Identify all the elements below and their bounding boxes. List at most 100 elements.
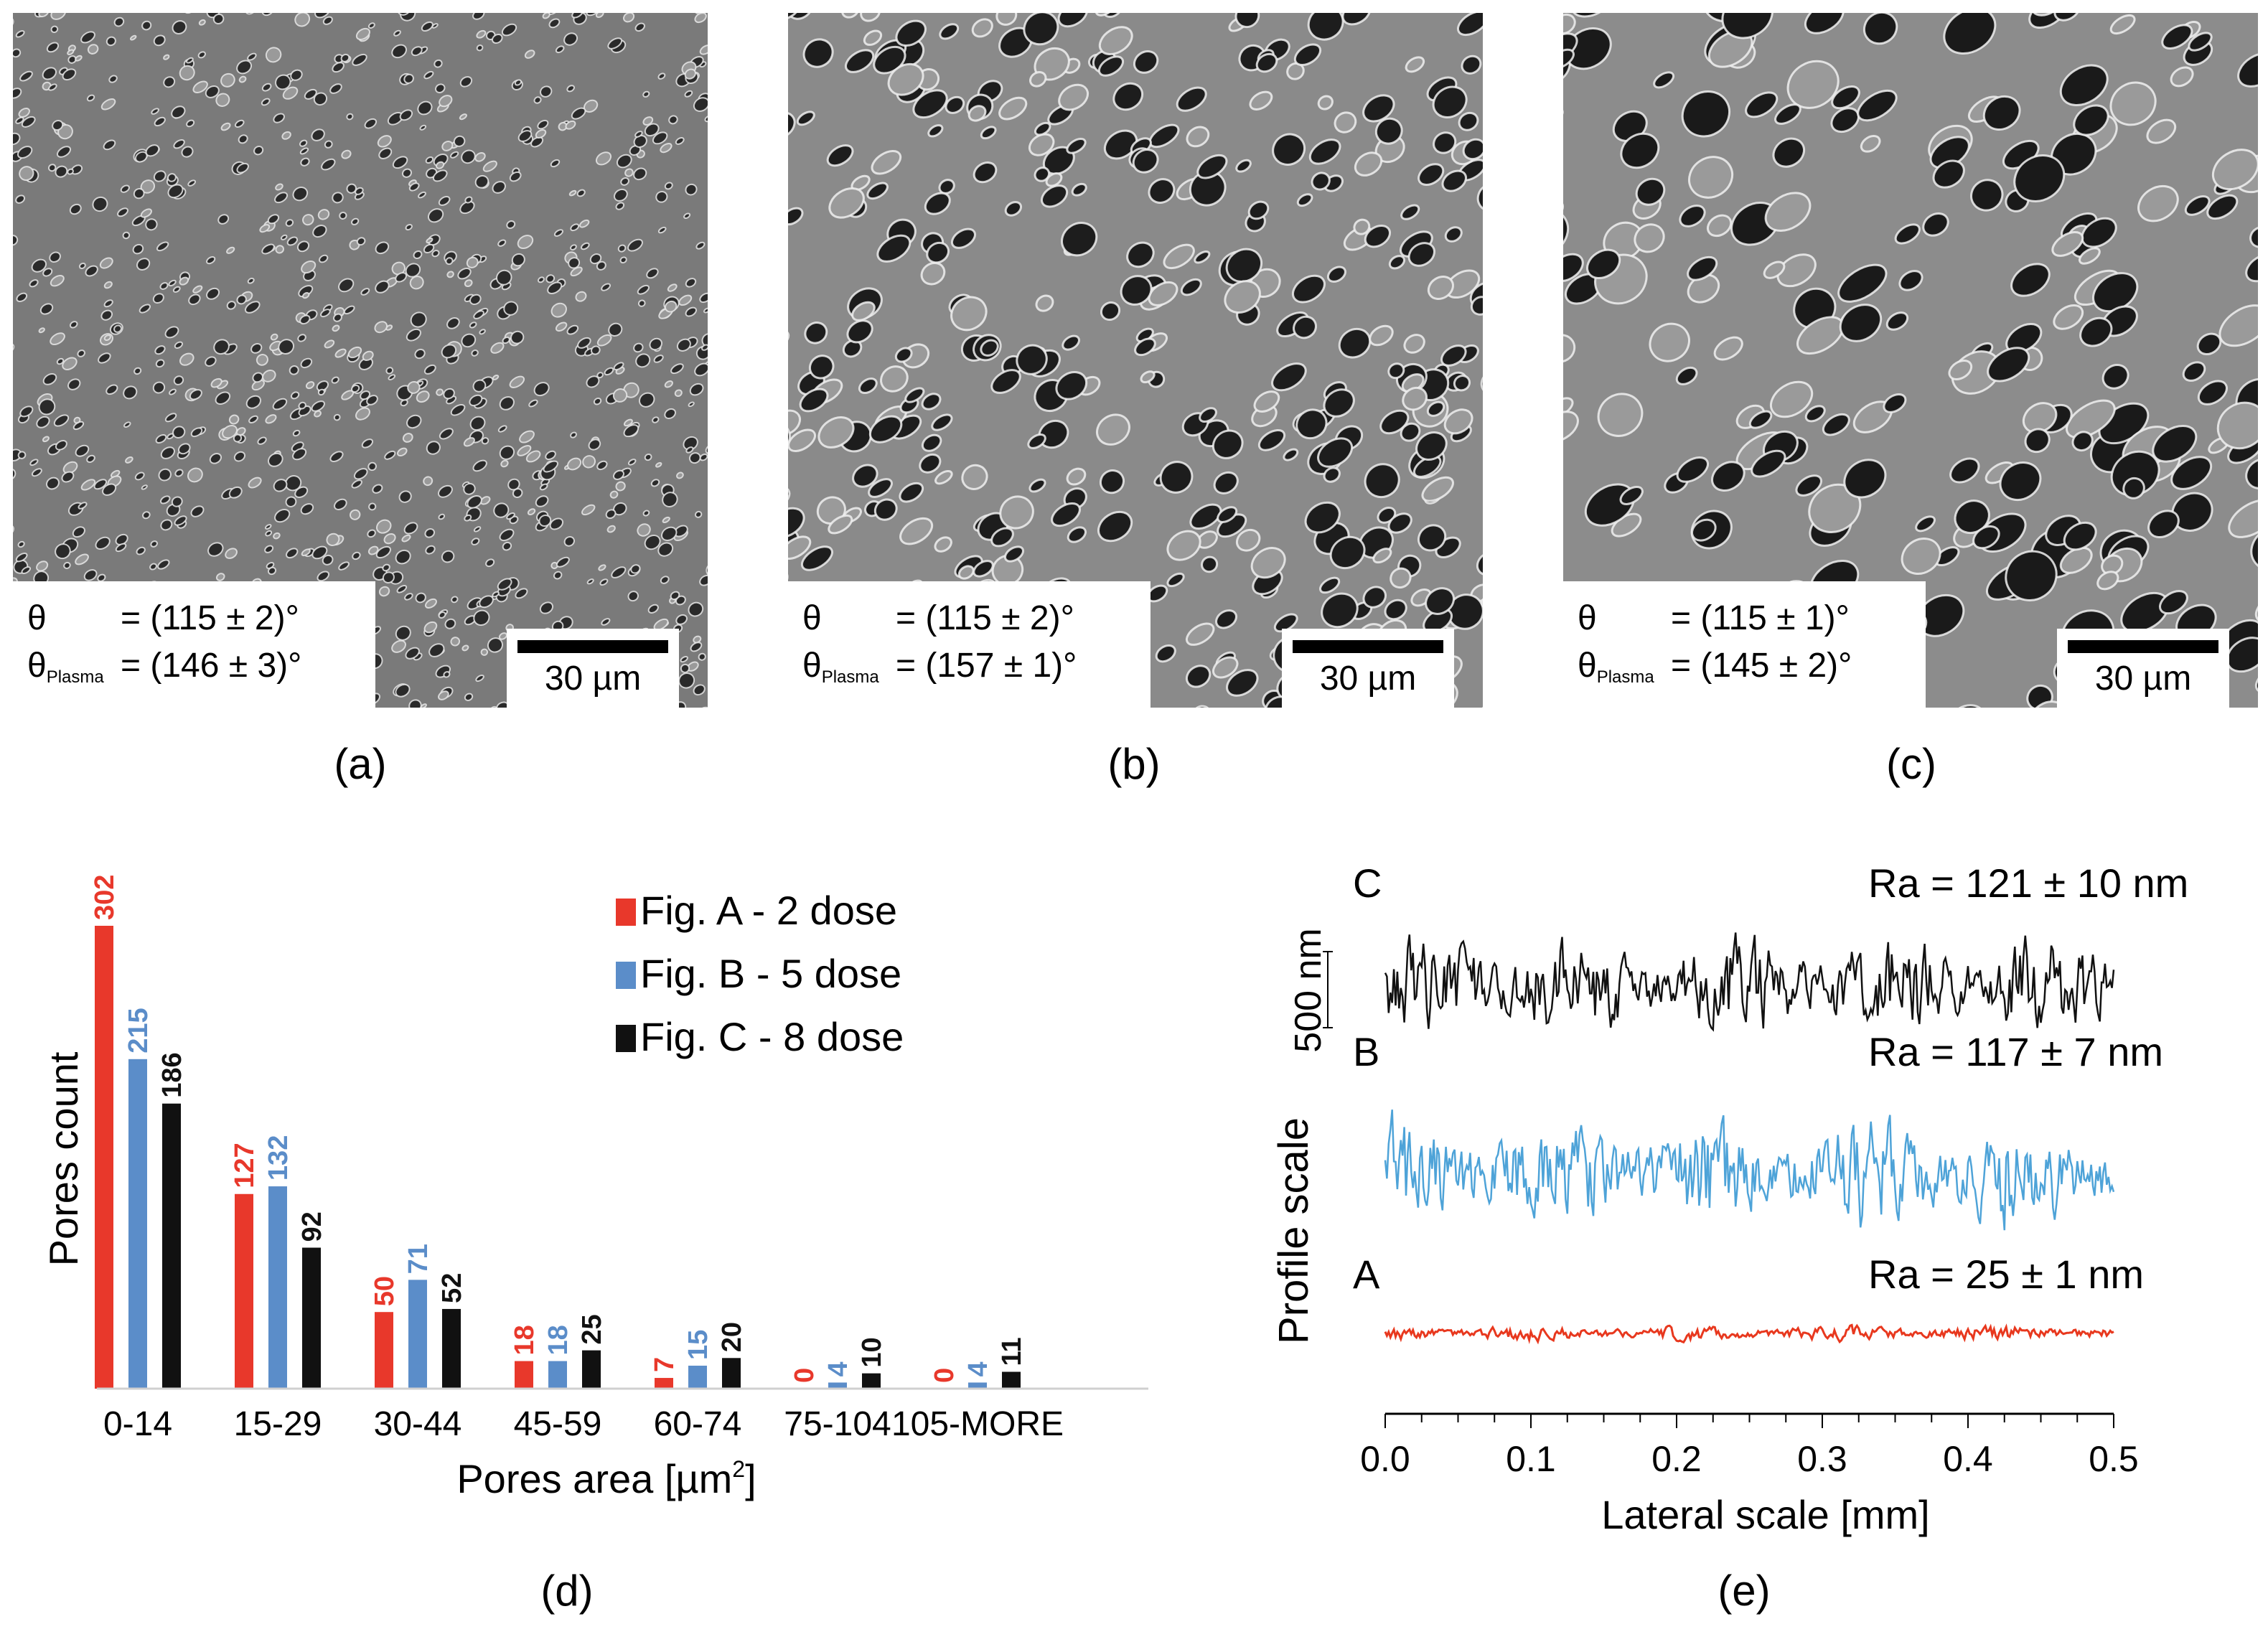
bar-value-label: 132: [263, 1135, 294, 1181]
histogram-legend: Fig. A - 2 dose Fig. B - 5 dose Fig. C - 8…: [616, 888, 904, 1059]
y-axis-label: Profile scale: [1270, 1117, 1317, 1344]
contact-angle-box-c: θ = (115 ± 1)° θPlasma = (145 ± 2)°: [1563, 581, 1926, 708]
panel-label-a: (a): [334, 740, 387, 788]
bar-value-label: 25: [577, 1314, 607, 1344]
x-tick-label: 105-MORE: [891, 1405, 1064, 1443]
legend-swatch: [616, 962, 636, 989]
bar-c-75-104: [862, 1373, 881, 1389]
legend-entry: Fig. A - 2 dose: [640, 888, 897, 933]
bar-value-label: 52: [437, 1273, 467, 1303]
bar-b-45-59: [548, 1361, 567, 1389]
panel-label-d: (d): [540, 1567, 593, 1615]
legend-swatch: [616, 1025, 636, 1052]
contact-angle-box-b: θ = (115 ± 2)° θPlasma = (157 ± 1)°: [788, 581, 1151, 708]
bar-value-label: 92: [297, 1211, 327, 1242]
bar-value-label: 18: [510, 1325, 540, 1355]
x-tick-label: 60-74: [654, 1405, 742, 1443]
sem-panel-a: θ = (115 ± 2)° θPlasma = (146 ± 3)° 30 µm …: [0, 0, 709, 789]
bar-c-105-MORE: [1002, 1371, 1021, 1389]
x-tick-label: 0.0: [1360, 1439, 1410, 1479]
bar-value-label: 302: [90, 875, 120, 920]
bar-value-label: 4: [963, 1361, 993, 1376]
theta-plasma-row: θPlasma = (145 ± 2)°: [1578, 647, 1852, 687]
bar-value-label: 50: [370, 1276, 400, 1306]
profile-line-c: [1384, 932, 2115, 1032]
roughness-label: Ra = 121 ± 10 nm: [1868, 861, 2188, 906]
theta-row: θ = (115 ± 2)°: [802, 599, 1074, 637]
panel-label-b: (b): [1107, 740, 1161, 788]
scale-bar-a: 30 µm: [507, 629, 679, 708]
bar-a-45-59: [515, 1361, 533, 1389]
profile-line-b: [1384, 1109, 2115, 1231]
bar-a-60-74: [655, 1378, 673, 1389]
legend-swatch: [616, 899, 636, 926]
x-tick-labels: 0-14 15-29 30-44 45-59 60-74 75-104 105-MORE: [103, 1405, 1064, 1443]
profile-lines: C Ra = 121 ± 10 nm B Ra = 117 ± 7 nm A Ra = 2…: [1353, 861, 2188, 1345]
bar-b-75-104: [828, 1382, 847, 1389]
bar-value-label: 20: [717, 1322, 747, 1352]
bar-b-0-14: [128, 1059, 147, 1389]
contact-angle-box-a: θ = (115 ± 2)° θPlasma = (146 ± 3)°: [13, 581, 375, 708]
x-axis-label: Lateral scale [mm]: [1601, 1492, 1930, 1537]
bar-value-label: 0: [789, 1368, 820, 1383]
sem-image-b: θ = (115 ± 2)° θPlasma = (157 ± 1)° 30 µm: [788, 13, 1483, 708]
profile-line-a: [1384, 1323, 2114, 1345]
bar-c-15-29: [302, 1247, 321, 1389]
profile-letter: A: [1353, 1252, 1380, 1297]
bar-value-label: 215: [123, 1008, 154, 1053]
bar-c-45-59: [582, 1350, 601, 1389]
histogram-bars: [95, 926, 1021, 1389]
bar-value-label: 18: [543, 1325, 573, 1355]
sem-image-c: θ = (115 ± 1)° θPlasma = (145 ± 2)° 30 µm: [1563, 13, 2258, 708]
bar-c-0-14: [162, 1103, 181, 1389]
bar-value-label: 186: [157, 1052, 187, 1097]
theta-row: θ = (115 ± 1)°: [1578, 599, 1850, 637]
x-tick-label: 0.4: [1943, 1439, 1993, 1479]
x-tick-label: 0-14: [103, 1405, 172, 1443]
sem-panel-c: θ = (115 ± 1)° θPlasma = (145 ± 2)° 30 µm …: [1549, 0, 2259, 789]
x-tick-label: 75-104: [784, 1405, 891, 1443]
bar-value-label: 7: [650, 1357, 680, 1372]
panel-label-e: (e): [1718, 1567, 1770, 1615]
x-tick-label: 0.2: [1651, 1439, 1702, 1479]
bar-b-105-MORE: [968, 1382, 987, 1389]
bar-value-label: 127: [230, 1143, 260, 1188]
legend-entry: Fig. C - 8 dose: [640, 1014, 904, 1059]
x-tick-label: 0.1: [1506, 1439, 1556, 1479]
theta-plasma-row: θPlasma = (157 ± 1)°: [802, 647, 1077, 687]
roughness-label: Ra = 25 ± 1 nm: [1868, 1252, 2144, 1297]
bar-value-label: 71: [403, 1244, 434, 1274]
x-tick-label: 45-59: [514, 1405, 602, 1443]
x-tick-label: 15-29: [234, 1405, 322, 1443]
sem-image-a: θ = (115 ± 2)° θPlasma = (146 ± 3)° 30 µm: [13, 13, 708, 708]
bar-b-30-44: [408, 1280, 427, 1389]
bar-b-60-74: [688, 1365, 707, 1389]
bar-value-label: 15: [683, 1330, 713, 1360]
profile-letter: C: [1353, 861, 1382, 906]
bar-c-60-74: [722, 1358, 741, 1389]
bar-value-label: 0: [929, 1368, 960, 1383]
bar-a-30-44: [375, 1312, 393, 1389]
profile-scalebar-label: 500 nm: [1288, 928, 1329, 1052]
sem-panel-b: θ = (115 ± 2)° θPlasma = (157 ± 1)° 30 µm …: [774, 0, 1483, 789]
roughness-profiles: C Ra = 121 ± 10 nm B Ra = 117 ± 7 nm A Ra = 2…: [1270, 861, 2188, 1615]
bar-value-label: 4: [823, 1361, 853, 1376]
bar-b-15-29: [268, 1186, 287, 1389]
roughness-label: Ra = 117 ± 7 nm: [1868, 1029, 2163, 1074]
bar-value-label: 11: [997, 1337, 1027, 1366]
scale-bar-c: 30 µm: [2057, 629, 2229, 708]
theta-plasma-row: θPlasma = (146 ± 3)°: [27, 647, 302, 687]
scale-bar-b: 30 µm: [1282, 629, 1454, 708]
x-tick-label: 30-44: [374, 1405, 462, 1443]
x-axis-label: Pores area [µm2]: [456, 1456, 756, 1501]
panel-label-c: (c): [1886, 740, 1936, 788]
profile-scalebar: [1323, 951, 1333, 1028]
theta-row: θ = (115 ± 2)°: [27, 599, 299, 637]
profile-letter: B: [1353, 1029, 1379, 1074]
y-axis-label: Pores count: [41, 1051, 86, 1266]
legend-entry: Fig. B - 5 dose: [640, 951, 901, 996]
x-tick-label: 0.5: [2089, 1439, 2139, 1479]
x-tick-label: 0.3: [1797, 1439, 1847, 1479]
